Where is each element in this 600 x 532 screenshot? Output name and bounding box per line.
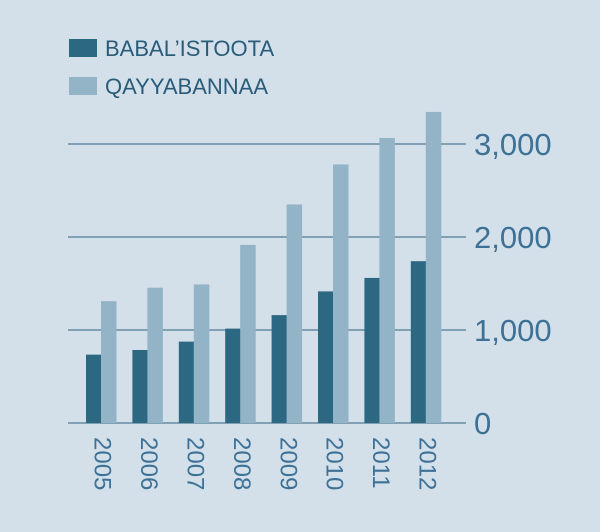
y-tick-label: 2,000 — [474, 220, 552, 255]
y-tick-label: 3,000 — [474, 127, 552, 162]
bar-series2-2008 — [240, 244, 256, 423]
bar-series1-2005 — [86, 354, 102, 423]
x-tick-label: 2006 — [135, 437, 162, 490]
bar-series2-2006 — [147, 287, 163, 423]
x-tick-label: 2005 — [89, 437, 116, 490]
x-tick-label: 2012 — [413, 437, 440, 490]
bar-series2-2009 — [286, 204, 303, 423]
x-axis-tick-labels: 2005 2006 2007 2008 2009 2010 2011 2012 — [89, 437, 441, 490]
y-axis-tick-labels: 0 1,000 2,000 3,000 — [474, 127, 552, 441]
x-tick-label: 2008 — [228, 437, 255, 490]
y-tick-label: 0 — [474, 406, 491, 441]
bar-series2-2012 — [425, 111, 442, 423]
bar-series2-2010 — [333, 164, 349, 423]
bar-series1-2010 — [318, 291, 334, 423]
legend: BABAL’ISTOOTA QAYYABANNAA — [69, 36, 274, 99]
bar-series1-2007 — [178, 341, 195, 423]
bar-series1-2006 — [132, 349, 148, 423]
x-tick-label: 2007 — [181, 437, 208, 490]
bar-series1-2008 — [225, 328, 241, 423]
gridlines — [68, 143, 466, 424]
x-tick-label: 2009 — [274, 437, 301, 490]
x-tick-label: 2010 — [321, 437, 348, 490]
bar-series1-2009 — [271, 315, 288, 423]
y-tick-label: 1,000 — [474, 313, 552, 348]
bar-series2-2007 — [193, 284, 210, 423]
x-tick-label: 2011 — [367, 437, 394, 489]
bar-series2-2011 — [379, 137, 395, 423]
bar-series1-2011 — [364, 277, 380, 423]
legend-swatch-2 — [69, 77, 97, 95]
bars — [86, 111, 442, 423]
bar-series1-2012 — [410, 261, 427, 423]
legend-swatch-1 — [69, 39, 97, 57]
bar-series2-2005 — [101, 301, 117, 423]
legend-label-1: BABAL’ISTOOTA — [105, 36, 274, 61]
legend-label-2: QAYYABANNAA — [105, 74, 268, 99]
